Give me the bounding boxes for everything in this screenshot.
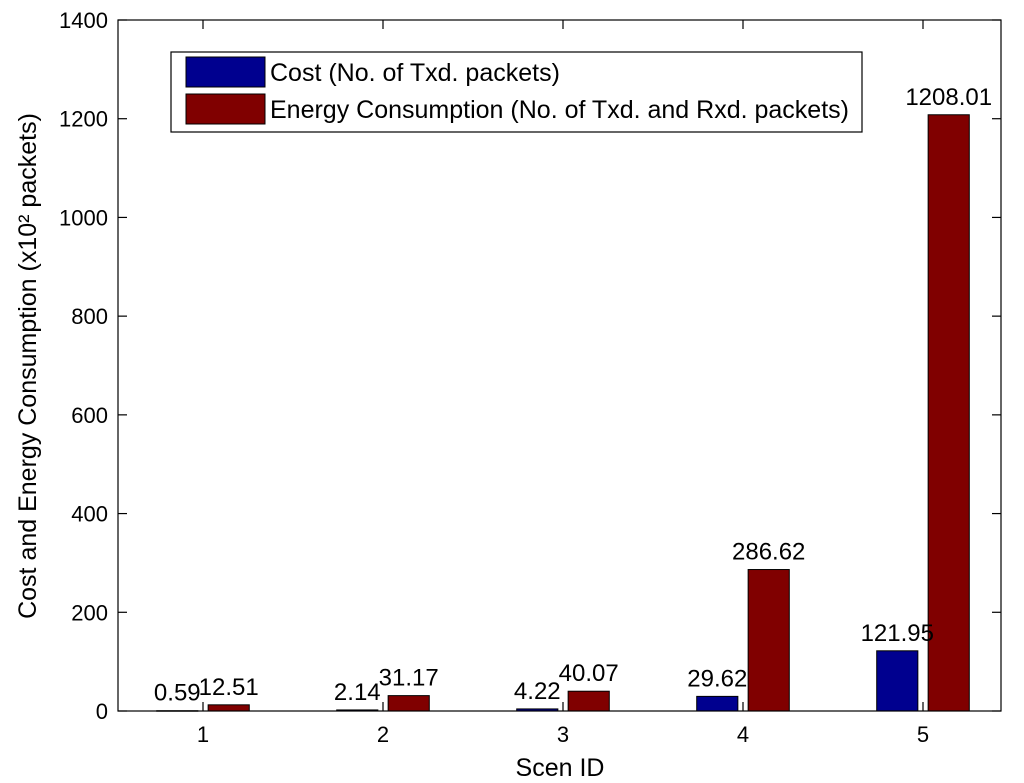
bar-value-labels: 0.59 2.14 4.22 29.62 121.95 12.51 31.17 40.07 28… bbox=[154, 84, 992, 707]
bar-series2-scen1 bbox=[207, 704, 250, 712]
y-tick-label: 0 bbox=[96, 699, 108, 724]
x-axis-label: Scen ID bbox=[516, 754, 605, 782]
y-tick-label: 1000 bbox=[59, 205, 108, 230]
bar-series2-scen2 bbox=[387, 695, 430, 712]
value-label-series2-scen3: 40.07 bbox=[559, 660, 619, 687]
value-label-series1-scen1: 0.59 bbox=[154, 680, 201, 707]
axis-ticks: 0 200 400 600 800 1000 1200 1400 1 2 3 4 5 bbox=[59, 8, 1001, 747]
value-label-series2-scen4: 286.62 bbox=[732, 539, 805, 566]
plot-area-box bbox=[117, 19, 1002, 712]
legend-swatch-energy bbox=[185, 93, 266, 125]
y-tick-label: 400 bbox=[71, 502, 108, 527]
x-tick-label: 3 bbox=[557, 722, 569, 747]
y-axis-label: Cost and Energy Consumption (x10² packet… bbox=[14, 113, 42, 619]
y-tick-label: 1200 bbox=[59, 107, 108, 132]
bar-series1-scen5 bbox=[876, 650, 919, 712]
value-label-series1-scen4: 29.62 bbox=[687, 665, 747, 692]
x-tick-label: 1 bbox=[197, 722, 209, 747]
y-tick-label: 1400 bbox=[59, 8, 108, 33]
x-tick-label: 2 bbox=[377, 722, 389, 747]
value-label-series1-scen2: 2.14 bbox=[334, 679, 381, 706]
value-label-series1-scen3: 4.22 bbox=[514, 678, 561, 705]
bar-series2-scen5 bbox=[927, 114, 970, 712]
legend-box bbox=[170, 51, 863, 133]
bar-series2-scen3 bbox=[567, 690, 610, 712]
legend: Cost (No. of Txd. packets) Energy Consum… bbox=[170, 51, 863, 133]
y-tick-label: 200 bbox=[71, 600, 108, 625]
bar-series1-scen4 bbox=[696, 695, 739, 712]
value-label-series2-scen5: 1208.01 bbox=[905, 84, 992, 111]
y-tick-label: 800 bbox=[71, 304, 108, 329]
value-label-series2-scen1: 12.51 bbox=[199, 674, 259, 701]
legend-label-cost: Cost (No. of Txd. packets) bbox=[270, 59, 560, 87]
legend-label-energy: Energy Consumption (No. of Txd. and Rxd.… bbox=[270, 96, 849, 124]
legend-swatch-cost bbox=[185, 56, 266, 88]
x-tick-label: 4 bbox=[737, 722, 749, 747]
value-label-series2-scen2: 31.17 bbox=[379, 665, 439, 692]
x-tick-label: 5 bbox=[917, 722, 929, 747]
y-tick-label: 600 bbox=[71, 403, 108, 428]
bar-series2-scen4 bbox=[747, 569, 790, 712]
value-label-series1-scen5: 121.95 bbox=[861, 620, 934, 647]
